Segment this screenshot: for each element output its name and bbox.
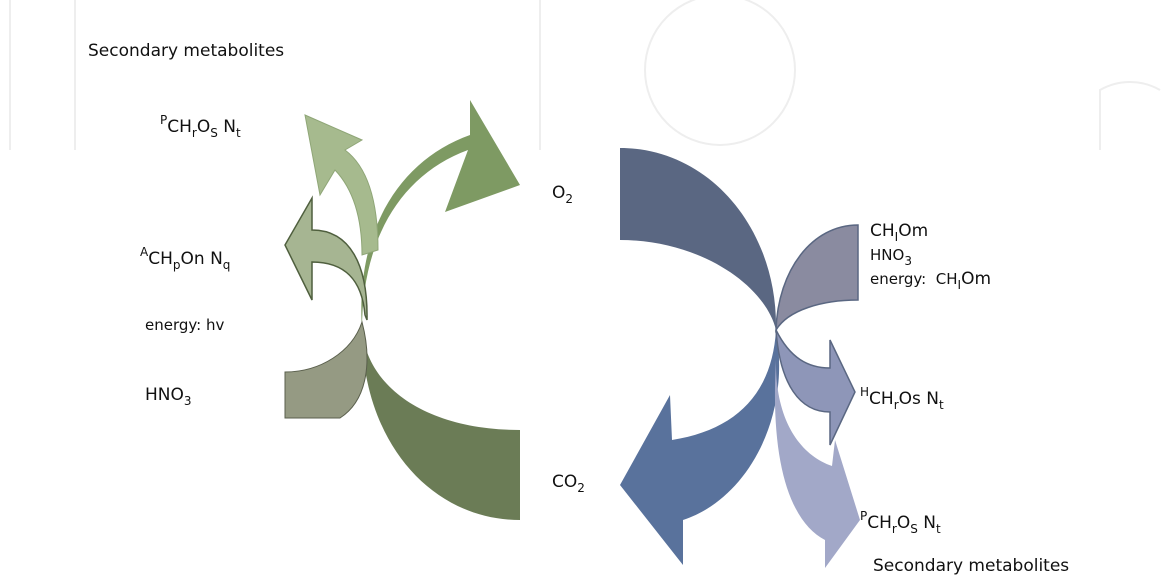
formula: O2 (552, 183, 573, 206)
sub: 2 (565, 192, 573, 206)
part: s (912, 389, 921, 409)
formula: HNO3 (870, 246, 912, 268)
arrow-body (620, 148, 776, 330)
sub: 3 (904, 254, 912, 268)
part: O (552, 183, 565, 203)
sup: P (860, 509, 867, 523)
label: energy: hv (145, 316, 225, 334)
arrow-body (362, 330, 520, 520)
arrow-main (361, 100, 520, 330)
sub: q (223, 258, 231, 272)
part: N (921, 389, 939, 409)
label: Secondary metabolites (88, 41, 284, 61)
part: CH (148, 249, 173, 269)
formula: HCHrOs Nt (860, 385, 944, 412)
sub: S (210, 126, 218, 140)
part: N (218, 117, 236, 137)
part: CH (870, 221, 895, 241)
part: O (898, 221, 911, 241)
part: CH (867, 513, 892, 533)
arrow-a-product (285, 198, 367, 320)
part: O (897, 513, 910, 533)
formula: HNO3 (145, 385, 192, 408)
part: n (194, 249, 205, 269)
arrow-main (620, 330, 779, 565)
part: CO (552, 472, 577, 492)
sub: S (910, 522, 918, 536)
diagram: Secondary metabolites PCHrOS Nt ACHpOn N… (0, 0, 1166, 575)
part: O (197, 117, 210, 137)
part: O (899, 389, 912, 409)
part: CH (869, 389, 894, 409)
part: HNO (145, 385, 184, 405)
part: HNO (870, 246, 904, 264)
formula: PCHrOS Nt (860, 509, 941, 536)
sub: t (236, 126, 241, 140)
watermark-circle (645, 0, 795, 145)
part: m (912, 221, 929, 241)
arrow-input (776, 225, 858, 330)
part: energy: CH (870, 270, 958, 288)
formula: CO2 (552, 472, 585, 495)
sub: t (936, 522, 941, 536)
sub: p (173, 258, 181, 272)
part: N (918, 513, 936, 533)
sup: P (160, 113, 167, 127)
arrow-input (285, 322, 367, 418)
sub: 2 (577, 481, 585, 495)
label: Secondary metabolites (873, 556, 1069, 575)
formula: energy: CHIOm (870, 269, 991, 292)
part: O (961, 269, 974, 289)
part: CH (167, 117, 192, 137)
sup: H (860, 385, 869, 399)
part: m (974, 269, 991, 289)
part: N (205, 249, 223, 269)
formula: ACHpOn Nq (140, 245, 230, 272)
sub: 3 (184, 394, 192, 408)
formula: PCHrOS Nt (160, 113, 241, 140)
part: O (181, 249, 194, 269)
formula: CHIOm (870, 221, 928, 244)
sub: t (939, 398, 944, 412)
